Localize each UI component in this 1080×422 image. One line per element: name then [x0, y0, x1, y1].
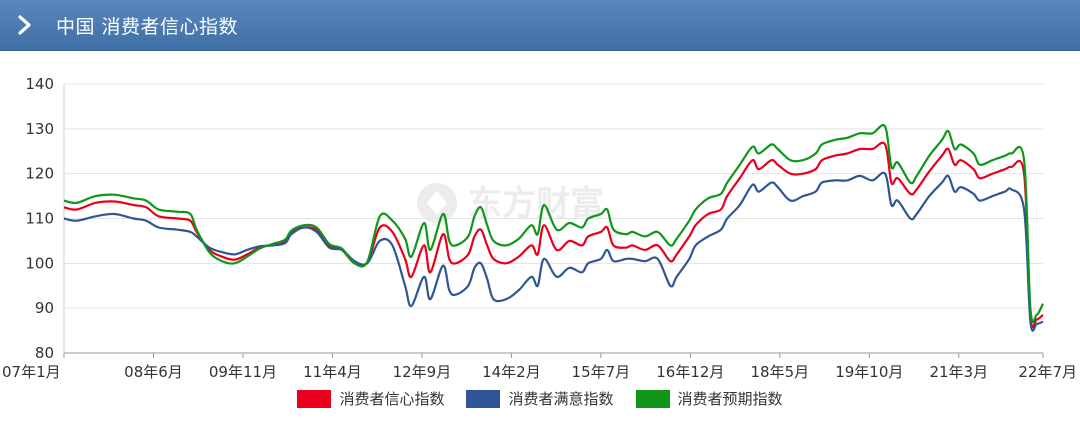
- x-tick-label: 21年3月: [929, 363, 988, 381]
- chart-header: 中国 消费者信心指数: [0, 0, 1080, 51]
- series-line-2: [63, 124, 1044, 323]
- page-title: 中国 消费者信心指数: [56, 15, 239, 38]
- y-tick-label: 130: [25, 120, 54, 138]
- watermark-text: 东方财富: [468, 184, 604, 224]
- x-tick-label: 16年12月: [656, 363, 724, 381]
- y-tick-label: 110: [25, 210, 54, 228]
- legend-label: 消费者预期指数: [677, 390, 783, 408]
- y-tick-label: 90: [35, 299, 54, 317]
- legend-swatch: [297, 389, 332, 408]
- x-tick-label: 22年7月: [1018, 363, 1077, 381]
- x-tick-label: 18年5月: [751, 363, 810, 381]
- legend-label: 消费者信心指数: [339, 390, 445, 408]
- x-tick-label: 09年11月: [209, 363, 277, 381]
- x-tick-label: 19年10月: [835, 363, 903, 381]
- watermark: 东方财富: [417, 183, 604, 224]
- legend-swatch: [635, 389, 670, 408]
- series-line-1: [63, 171, 1044, 332]
- y-tick-label: 100: [25, 254, 54, 272]
- series-line-0: [63, 141, 1044, 329]
- x-tick-label: 14年2月: [482, 363, 541, 381]
- line-chart: 东方财富 80 90 100 110 120 130 140 07年1月 08年6月 09年11月…: [2, 75, 1077, 381]
- x-tick-label: 12年9月: [393, 363, 452, 381]
- chevron-right-icon: [18, 15, 31, 35]
- y-tick-label: 140: [25, 75, 54, 93]
- chart-legend: 消费者信心指数 消费者满意指数 消费者预期指数: [0, 388, 1080, 409]
- x-tick-label: 07年1月: [2, 363, 61, 381]
- y-tick-label: 120: [25, 165, 54, 183]
- legend-label: 消费者满意指数: [508, 390, 614, 408]
- y-tick-label: 80: [35, 344, 54, 362]
- x-tick-label: 11年4月: [303, 363, 362, 381]
- legend-item-2[interactable]: 消费者预期指数: [635, 388, 783, 409]
- x-tick-label: 08年6月: [124, 363, 183, 381]
- legend-item-1[interactable]: 消费者满意指数: [466, 388, 614, 409]
- legend-swatch: [466, 389, 501, 408]
- legend-item-0[interactable]: 消费者信心指数: [297, 388, 444, 409]
- x-tick-label: 15年7月: [572, 363, 631, 381]
